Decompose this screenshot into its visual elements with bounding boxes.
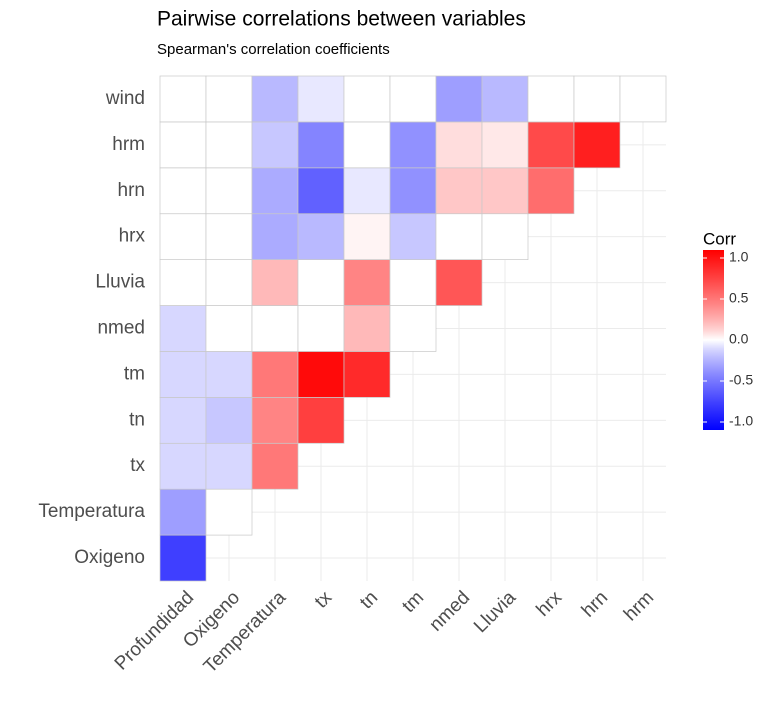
heat-cell <box>251 259 299 306</box>
y-tick-label: nmed <box>97 318 145 339</box>
heat-cell <box>527 121 575 169</box>
heat-cell <box>343 121 391 169</box>
chart-subtitle: Spearman's correlation coefficients <box>157 41 390 58</box>
heat-cell <box>389 121 437 169</box>
heat-cell <box>159 75 207 123</box>
legend-tick-label: -1.0 <box>729 413 753 429</box>
y-tick-label: hrx <box>119 226 146 247</box>
heat-cell <box>389 259 437 306</box>
heat-cell <box>343 351 391 398</box>
x-tick-label: tx <box>311 587 337 613</box>
legend-tick-label: 1.0 <box>729 249 749 265</box>
heat-cell <box>251 397 299 444</box>
heat-cell <box>251 442 299 490</box>
heat-cell <box>205 305 253 352</box>
y-tick-label: Oxigeno <box>74 547 145 568</box>
x-tick-label: hrn <box>578 587 612 621</box>
x-tick-label: nmed <box>426 587 474 635</box>
heat-cell <box>297 213 345 260</box>
heat-cell <box>205 213 253 260</box>
heat-cell <box>297 351 345 398</box>
heat-cell <box>159 534 207 582</box>
heat-cell <box>159 121 207 169</box>
y-tick-label: hrm <box>112 134 145 155</box>
heat-cell <box>159 351 207 398</box>
x-tick-label: hrx <box>533 587 567 621</box>
x-tick-label: tn <box>356 587 382 613</box>
heat-cell <box>205 259 253 306</box>
legend-tick-label: -0.5 <box>729 372 753 388</box>
heat-cell <box>159 213 207 260</box>
heat-cell <box>297 397 345 444</box>
heat-cell <box>481 121 529 169</box>
y-tick-label: hrn <box>118 180 145 201</box>
heat-cell <box>343 167 391 215</box>
heat-cell <box>389 305 437 352</box>
heat-cell <box>205 351 253 398</box>
heat-cell <box>297 75 345 123</box>
heat-cell <box>481 167 529 215</box>
heat-cell <box>159 305 207 352</box>
heat-cell <box>159 167 207 215</box>
y-tick-label: tn <box>129 409 145 430</box>
legend-title: Corr <box>703 229 736 248</box>
heat-cell <box>251 351 299 398</box>
heat-cell <box>251 305 299 352</box>
heat-cell <box>619 75 667 123</box>
heat-cell <box>435 213 483 260</box>
y-tick-label: wind <box>105 88 145 109</box>
heat-cell <box>205 121 253 169</box>
heat-cell <box>343 75 391 123</box>
heat-cell <box>527 167 575 215</box>
heat-cell <box>389 75 437 123</box>
heat-cell <box>343 305 391 352</box>
y-tick-label: Lluvia <box>95 272 145 293</box>
heat-cell <box>251 75 299 123</box>
chart-title: Pairwise correlations between variables <box>157 8 526 31</box>
y-tick-label: tm <box>124 363 145 384</box>
heat-cell <box>343 213 391 260</box>
heat-cell <box>435 121 483 169</box>
heat-cell <box>297 167 345 215</box>
heat-cell <box>159 259 207 306</box>
colorbar <box>703 250 724 430</box>
heat-cell <box>205 75 253 123</box>
heat-cell <box>205 167 253 215</box>
heat-cell <box>481 213 529 260</box>
y-tick-label: tx <box>130 455 145 476</box>
heat-cell <box>205 442 253 490</box>
heat-cell <box>573 75 621 123</box>
heat-cell <box>205 488 253 536</box>
heat-cell <box>435 259 483 306</box>
legend-tick-label: 0.0 <box>729 331 749 347</box>
heat-cell <box>205 397 253 444</box>
heat-cell <box>435 75 483 123</box>
y-tick-label: Temperatura <box>38 501 145 522</box>
x-tick-label: tm <box>398 587 428 617</box>
legend-tick-label: 0.5 <box>729 290 749 306</box>
heat-cell <box>297 305 345 352</box>
heat-cell <box>251 213 299 260</box>
heat-cell <box>389 167 437 215</box>
heat-cell <box>343 259 391 306</box>
heat-cell <box>573 121 621 169</box>
heat-cell <box>159 442 207 490</box>
heat-cell <box>435 167 483 215</box>
heat-cell <box>527 75 575 123</box>
heat-cell <box>251 167 299 215</box>
heat-cell <box>481 75 529 123</box>
heat-cell <box>159 397 207 444</box>
heat-cell <box>297 259 345 306</box>
heat-cell <box>297 121 345 169</box>
x-tick-label: hrm <box>620 587 658 625</box>
x-tick-label: Lluvia <box>470 587 520 637</box>
heat-cell <box>159 488 207 536</box>
heat-cell <box>251 121 299 169</box>
heat-cell <box>389 213 437 260</box>
